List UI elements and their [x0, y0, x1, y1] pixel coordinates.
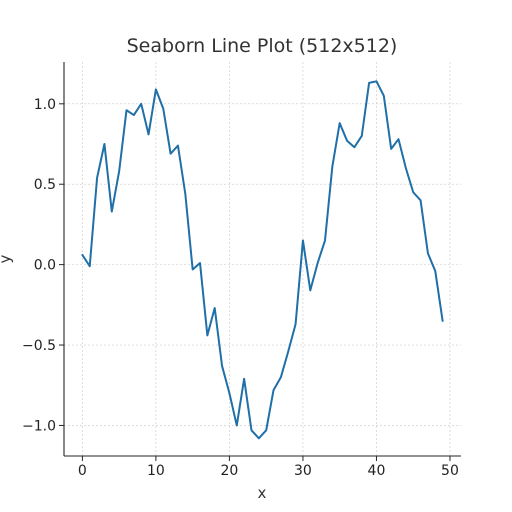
- grid: [64, 62, 461, 456]
- axes: [63, 62, 461, 457]
- chart-title: Seaborn Line Plot (512x512): [127, 35, 398, 57]
- x-ticks: 0 10 20 30 40 50: [78, 456, 459, 479]
- x-tick-label: 40: [368, 463, 386, 479]
- x-tick-label: 30: [294, 463, 312, 479]
- y-tick-label: 0.0: [34, 258, 56, 274]
- x-tick-label: 50: [441, 463, 459, 479]
- y-tick-label: −1.0: [22, 418, 56, 434]
- x-tick-label: 10: [147, 463, 165, 479]
- y-ticks: −1.0 −0.5 0.0 0.5 1.0: [22, 97, 64, 434]
- x-axis-label: x: [258, 484, 267, 502]
- y-tick-label: 0.5: [34, 177, 56, 193]
- series-group: [81, 80, 444, 440]
- y-tick-label: 1.0: [34, 97, 56, 113]
- series-line: [81, 80, 444, 440]
- y-axis-label: y: [0, 254, 14, 263]
- x-tick-label: 0: [78, 463, 87, 479]
- x-tick-label: 20: [221, 463, 239, 479]
- y-tick-label: −0.5: [22, 338, 56, 354]
